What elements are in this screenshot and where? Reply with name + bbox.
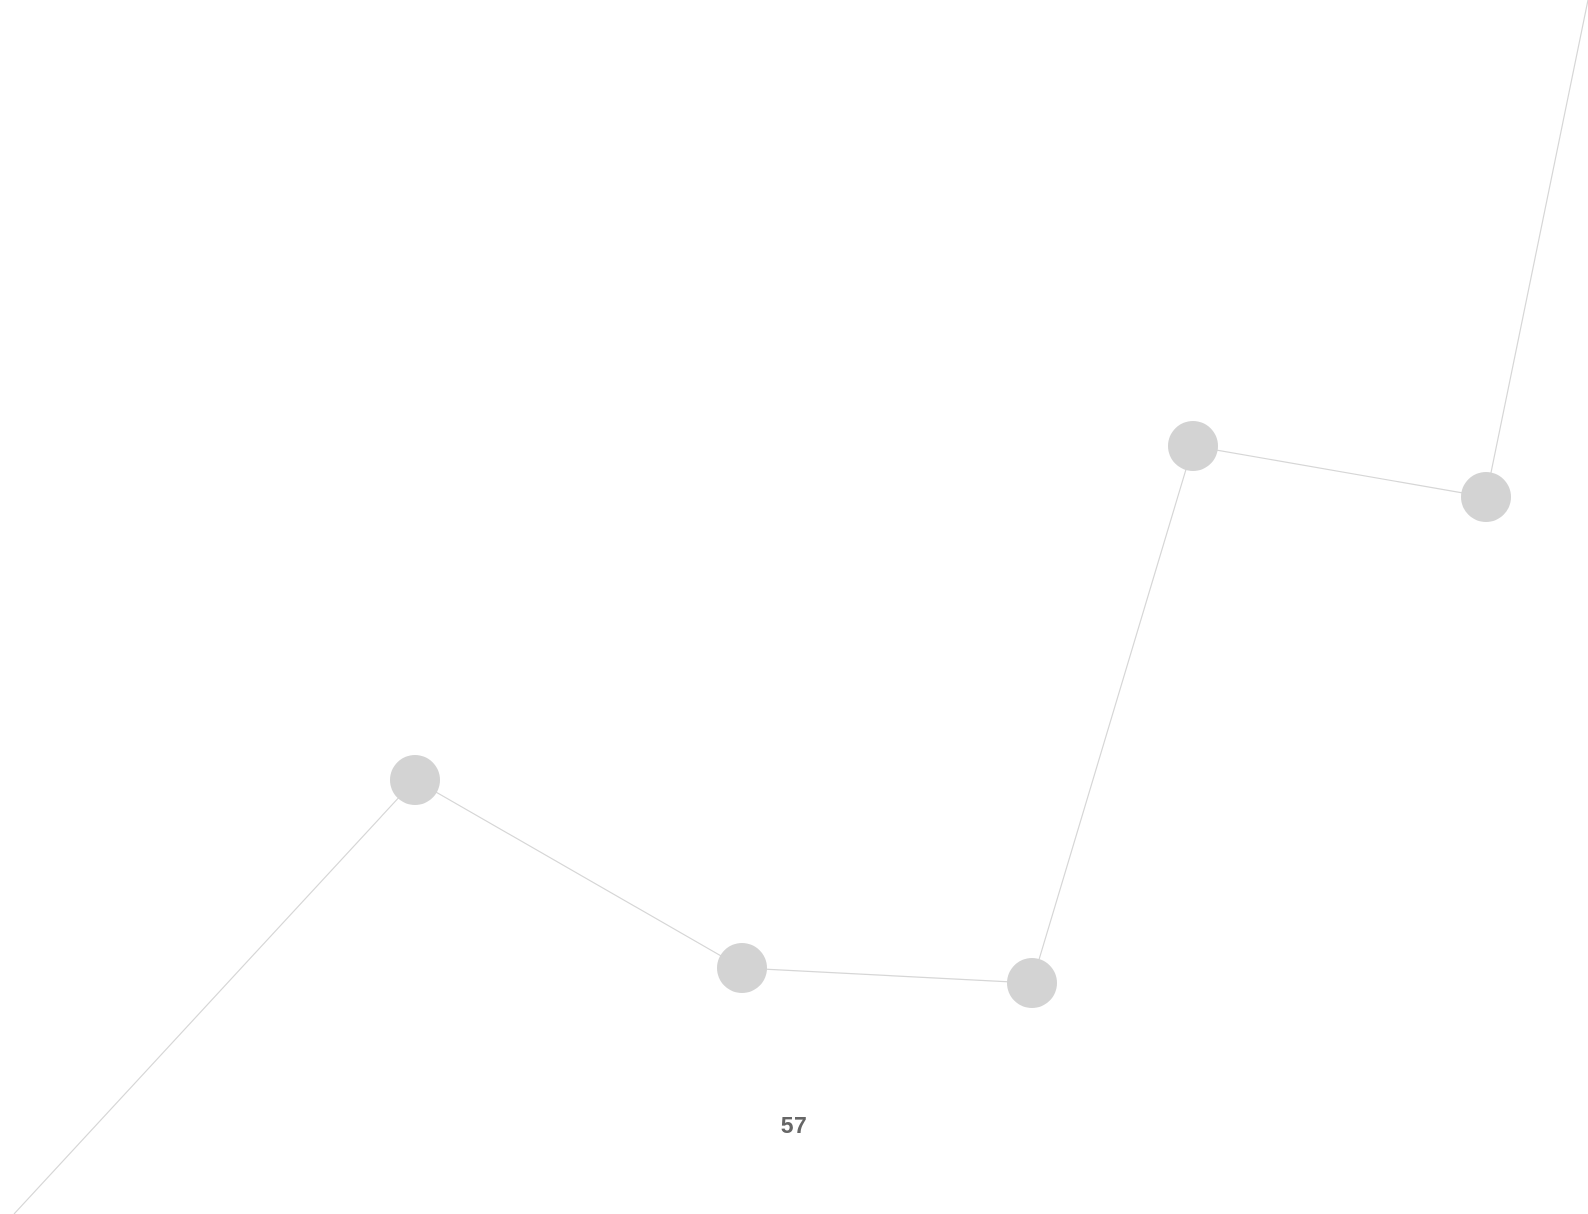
- connector-lines: [13, 0, 1588, 1214]
- node-circle: [1007, 958, 1057, 1008]
- connector-line: [13, 779, 416, 1214]
- connector-line: [741, 967, 1033, 984]
- node-circle: [1168, 421, 1218, 471]
- page-number: 57: [780, 1112, 808, 1138]
- connector-line: [1192, 445, 1487, 498]
- node-circle: [390, 755, 440, 805]
- nodes: [390, 421, 1511, 1008]
- connector-line: [414, 779, 743, 969]
- node-circle: [717, 943, 767, 993]
- node-circle: [1461, 472, 1511, 522]
- connector-line: [1031, 445, 1194, 984]
- connector-line: [1485, 0, 1588, 498]
